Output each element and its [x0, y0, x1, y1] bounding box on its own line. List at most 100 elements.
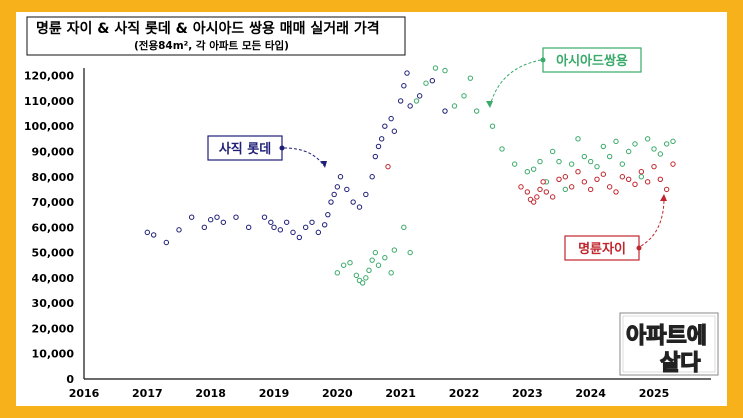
- data-point-series-0: [188, 214, 195, 220]
- data-point-series-0: [372, 153, 379, 160]
- data-point-series-0: [261, 214, 268, 220]
- data-point-series-2: [619, 174, 626, 180]
- data-point-series-1: [581, 153, 588, 160]
- data-points: [144, 65, 676, 286]
- data-point-series-2: [625, 176, 632, 182]
- data-point-series-2: [594, 176, 600, 182]
- data-point-series-2: [632, 181, 638, 188]
- data-point-series-0: [144, 229, 151, 236]
- data-point-series-0: [337, 174, 344, 180]
- data-point-series-2: [657, 176, 664, 182]
- data-point-series-0: [309, 219, 315, 225]
- data-point-series-1: [556, 158, 562, 165]
- data-point-series-1: [638, 174, 645, 180]
- data-point-series-2: [587, 186, 594, 193]
- data-point-series-2: [524, 189, 531, 195]
- x-tick-label: 2016: [69, 387, 100, 400]
- x-tick-label: 2021: [385, 387, 416, 400]
- data-point-series-1: [401, 224, 407, 231]
- data-point-series-1: [600, 143, 607, 150]
- data-point-series-0: [296, 234, 303, 241]
- data-point-series-0: [268, 219, 274, 225]
- y-tick-label: 40,000: [32, 272, 75, 285]
- data-point-series-0: [150, 232, 157, 238]
- data-point-series-1: [524, 169, 531, 175]
- data-point-series-2: [600, 171, 607, 177]
- data-point-series-1: [369, 257, 375, 263]
- x-tick-label: 2020: [322, 387, 353, 400]
- y-tick-label: 10,000: [32, 348, 75, 361]
- x-tick-label: 2023: [512, 387, 543, 400]
- x-tick-label: 2025: [639, 387, 670, 400]
- data-point-series-1: [537, 158, 543, 165]
- data-point-series-0: [245, 224, 252, 231]
- chart-title: 명륜 자이 & 사직 롯데 & 아시아드 쌍용 매매 실거래 가격: [36, 20, 380, 37]
- data-point-series-1: [413, 98, 420, 104]
- data-point-series-2: [670, 161, 676, 167]
- data-point-series-0: [176, 227, 182, 233]
- data-point-series-0: [220, 219, 227, 225]
- data-point-series-1: [340, 262, 347, 268]
- chart-subtitle: (전용84m², 각 아파트 모든 타입): [134, 39, 289, 52]
- logo-line2: 살다: [660, 351, 701, 376]
- data-point-series-1: [363, 275, 369, 281]
- label-asiad-ssangyong: 아시아드쌍용: [486, 47, 642, 108]
- data-point-series-2: [556, 176, 562, 182]
- data-point-series-1: [473, 108, 480, 114]
- data-point-series-1: [442, 67, 448, 74]
- y-tick-label: 100,000: [24, 120, 74, 133]
- data-point-series-1: [467, 75, 474, 81]
- data-point-series-1: [451, 103, 458, 109]
- data-point-series-0: [363, 191, 369, 198]
- y-tick-labels: 0 10,000 20,000 30,000 40,000 50,000 60,000 70,…: [24, 70, 74, 386]
- data-point-series-0: [344, 186, 350, 193]
- data-point-series-1: [651, 146, 657, 152]
- annotation-myeongryun-xi: 명륜자이: [578, 241, 626, 257]
- data-point-series-0: [302, 224, 309, 231]
- data-point-series-2: [613, 189, 619, 195]
- data-point-series-0: [321, 222, 328, 228]
- data-point-series-1: [407, 249, 413, 256]
- data-point-series-0: [334, 184, 341, 190]
- data-point-series-1: [461, 93, 467, 99]
- data-point-series-2: [651, 163, 657, 170]
- data-point-series-2: [385, 163, 391, 170]
- data-point-series-1: [423, 80, 429, 86]
- y-tick-label: 50,000: [32, 247, 75, 260]
- data-point-series-1: [353, 272, 360, 279]
- title-box: [26, 16, 406, 56]
- data-point-series-2: [537, 186, 543, 193]
- data-point-series-1: [562, 186, 569, 193]
- data-point-series-1: [375, 262, 382, 268]
- data-point-series-1: [670, 138, 676, 145]
- brand-logo: 아파트에 살다: [619, 312, 719, 377]
- data-point-series-1: [606, 153, 613, 160]
- data-point-series-0: [391, 128, 398, 134]
- data-point-series-0: [328, 199, 334, 205]
- data-point-series-1: [347, 260, 353, 266]
- chart-panel: [16, 12, 727, 406]
- data-point-series-1: [663, 141, 670, 147]
- data-point-series-0: [382, 123, 388, 129]
- x-tick-label: 2019: [259, 387, 290, 400]
- x-tick-labels: 2016 2017 2018 2019 2020 2021 2022 2023 2024 2025: [69, 387, 670, 400]
- label-myeongryun-xi: 명륜자이: [564, 194, 667, 261]
- data-point-series-1: [632, 141, 638, 147]
- y-tick-label: 70,000: [32, 196, 75, 209]
- data-point-series-0: [233, 214, 239, 220]
- data-point-series-1: [549, 148, 556, 155]
- data-point-series-0: [271, 224, 277, 231]
- data-point-series-1: [359, 280, 366, 286]
- data-point-series-1: [372, 249, 379, 256]
- data-point-series-2: [606, 184, 613, 190]
- data-point-series-1: [613, 138, 619, 145]
- annotation-asiad-ssangyong: 아시아드쌍용: [556, 53, 628, 69]
- data-point-series-2: [540, 179, 546, 185]
- y-tick-label: 0: [66, 373, 74, 386]
- data-point-series-2: [568, 184, 575, 190]
- data-point-series-2: [518, 184, 524, 190]
- data-point-series-2: [530, 199, 537, 205]
- y-tick-label: 30,000: [32, 297, 75, 310]
- data-point-series-1: [619, 161, 626, 167]
